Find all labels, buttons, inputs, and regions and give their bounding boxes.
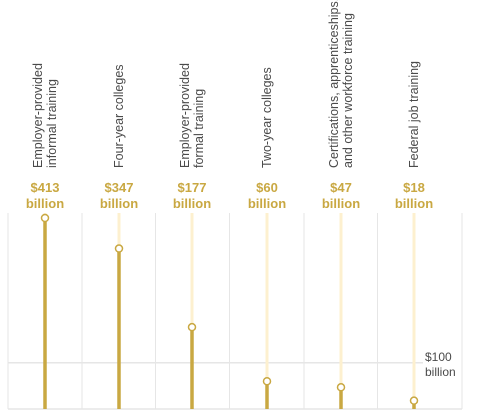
category-label: Employer-provided — [31, 63, 45, 168]
category-label: Four-year colleges — [112, 64, 126, 168]
value-label: billion — [322, 196, 360, 211]
lollipop-dot — [114, 244, 124, 253]
reference-line-label: $100 — [425, 350, 452, 364]
category-label: and other workforce training — [341, 13, 355, 168]
value-label: $60 — [256, 180, 278, 195]
lollipop-dot — [336, 383, 346, 392]
lollipop-dot — [40, 213, 50, 223]
value-label: $413 — [31, 180, 60, 195]
category-label: Two-year colleges — [260, 67, 274, 168]
reference-line-label: billion — [425, 365, 456, 379]
value-label: billion — [395, 196, 433, 211]
category-label: Federal job training — [407, 61, 421, 168]
lollipop-dot — [187, 322, 197, 332]
value-label: $177 — [178, 180, 207, 195]
category-label: Certifications, apprenticeships, — [327, 0, 341, 168]
value-label: $47 — [330, 180, 352, 195]
lollipop-dot — [409, 396, 419, 405]
chart-marks — [40, 213, 419, 409]
category-label: Employer-provided — [178, 63, 192, 168]
value-label: billion — [173, 196, 211, 211]
value-label: billion — [100, 196, 138, 211]
category-label: informal training — [45, 79, 59, 168]
value-label: billion — [248, 196, 286, 211]
chart-grid — [7, 213, 463, 410]
value-label: $18 — [403, 180, 425, 195]
value-label: billion — [26, 196, 64, 211]
value-label: $347 — [105, 180, 134, 195]
lollipop-dot — [262, 377, 272, 386]
category-label: formal training — [192, 89, 206, 168]
